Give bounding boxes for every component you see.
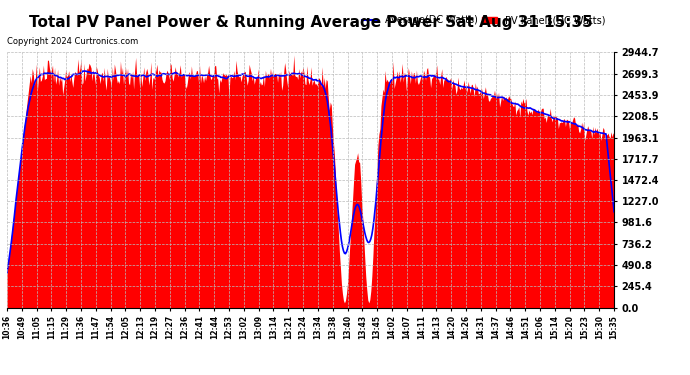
Text: Total PV Panel Power & Running Average Power Sat Aug 31 15:35: Total PV Panel Power & Running Average P… — [28, 15, 593, 30]
Text: Copyright 2024 Curtronics.com: Copyright 2024 Curtronics.com — [7, 38, 138, 46]
Legend: Average(DC Watts), PV Panels(DC Watts): Average(DC Watts), PV Panels(DC Watts) — [359, 12, 609, 29]
